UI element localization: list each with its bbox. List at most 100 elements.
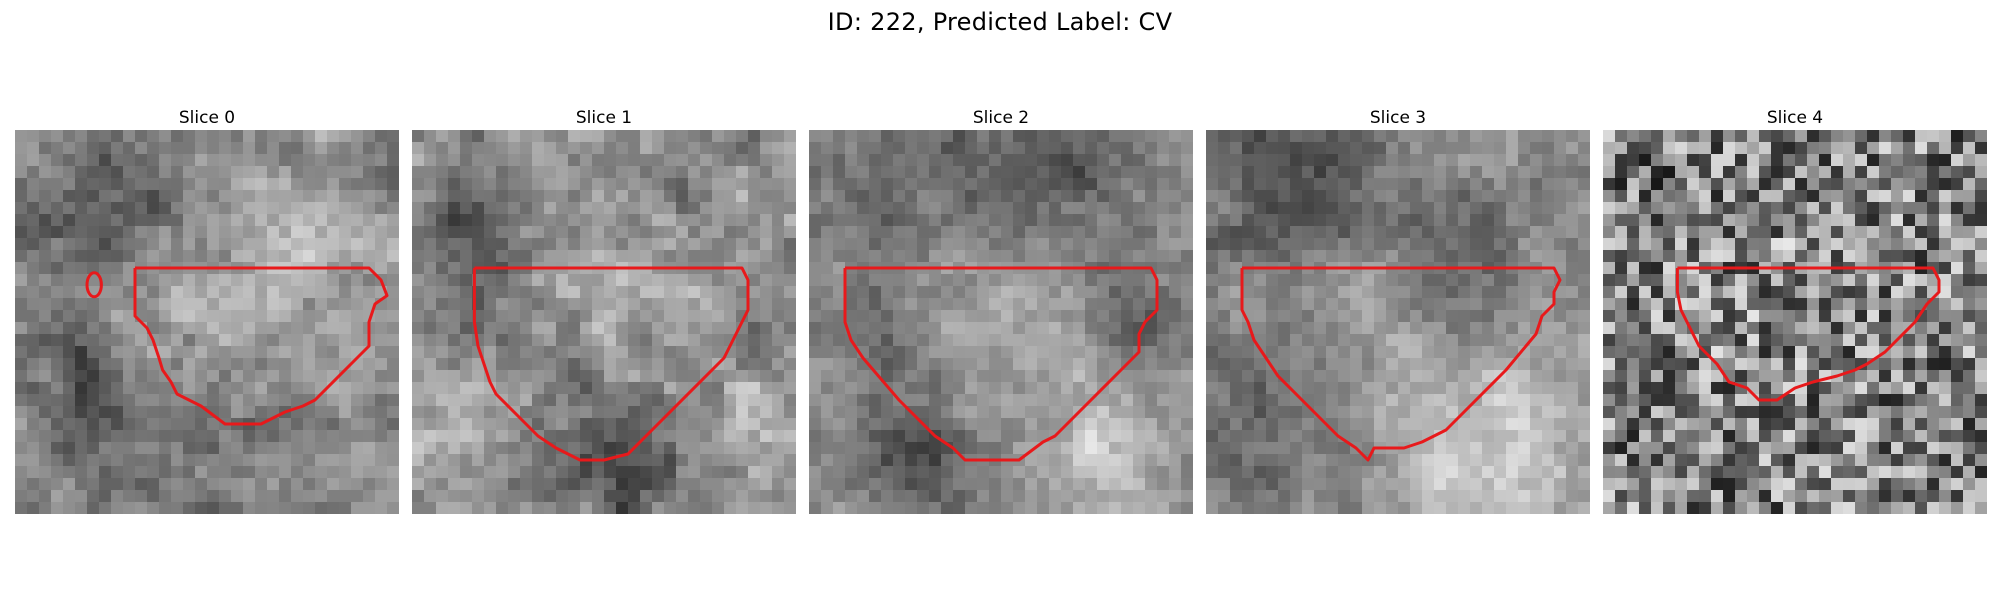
pixel-cell (111, 214, 124, 227)
pixel-cell (27, 430, 40, 443)
pixel-cell (1747, 238, 1760, 251)
pixel-cell (171, 250, 184, 263)
pixel-cell (1711, 298, 1724, 311)
pixel-cell (1013, 238, 1026, 251)
pixel-cell (1470, 490, 1483, 503)
pixel-cell (604, 322, 617, 335)
pixel-cell (123, 478, 136, 491)
pixel-cell (1242, 394, 1255, 407)
pixel-cell (580, 382, 593, 395)
pixel-cell (327, 322, 340, 335)
pixel-cell (1434, 214, 1447, 227)
pixel-cell (460, 430, 473, 443)
pixel-cell (1374, 310, 1387, 323)
pixel-cell (1218, 238, 1231, 251)
pixel-cell (1482, 298, 1495, 311)
pixel-cell (604, 346, 617, 359)
pixel-cell (1278, 346, 1291, 359)
pixel-cell (1001, 142, 1014, 155)
pixel-cell (857, 190, 870, 203)
pixel-cell (87, 226, 100, 239)
pixel-cell (207, 418, 220, 431)
pixel-cell (1157, 190, 1170, 203)
pixel-cell (748, 226, 761, 239)
pixel-cell (688, 286, 701, 299)
pixel-cell (1783, 310, 1796, 323)
pixel-cell (652, 166, 665, 179)
pixel-cell (279, 154, 292, 167)
pixel-cell (1458, 250, 1471, 263)
pixel-cell (1927, 166, 1940, 179)
pixel-cell (1410, 334, 1423, 347)
pixel-cell (628, 334, 641, 347)
pixel-cell (1951, 166, 1964, 179)
pixel-cell (1939, 142, 1952, 155)
pixel-cell (1855, 394, 1868, 407)
pixel-cell (1578, 382, 1590, 395)
pixel-cell (1615, 202, 1628, 215)
pixel-cell (1206, 274, 1219, 287)
pixel-cell (1446, 502, 1459, 514)
pixel-cell (1963, 442, 1976, 455)
pixel-cell (1206, 442, 1219, 455)
pixel-cell (1903, 382, 1916, 395)
pixel-cell (159, 274, 172, 287)
pixel-cell (351, 454, 364, 467)
pixel-cell (424, 370, 437, 383)
pixel-cell (772, 274, 785, 287)
pixel-cell (159, 154, 172, 167)
pixel-cell (700, 130, 713, 143)
pixel-cell (1518, 154, 1531, 167)
pixel-cell (448, 466, 461, 479)
pixel-cell (1771, 250, 1784, 263)
pixel-cell (640, 166, 653, 179)
pixel-cell (1783, 322, 1796, 335)
pixel-cell (1783, 418, 1796, 431)
pixel-cell (1855, 130, 1868, 143)
pixel-cell (821, 322, 834, 335)
pixel-cell (339, 142, 352, 155)
pixel-cell (448, 202, 461, 215)
pixel-cell (1085, 274, 1098, 287)
pixel-cell (1831, 358, 1844, 371)
pixel-cell (99, 166, 112, 179)
pixel-cell (1687, 442, 1700, 455)
pixel-cell (604, 250, 617, 263)
pixel-cell (1434, 322, 1447, 335)
pixel-cell (1230, 130, 1243, 143)
pixel-cell (1699, 358, 1712, 371)
pixel-cell (1422, 142, 1435, 155)
pixel-cell (1121, 202, 1134, 215)
pixel-cell (63, 370, 76, 383)
pixel-cell (1446, 250, 1459, 263)
pixel-cell (1446, 358, 1459, 371)
pixel-cell (1975, 238, 1987, 251)
pixel-cell (375, 418, 388, 431)
pixel-cell (279, 478, 292, 491)
pixel-cell (1266, 346, 1279, 359)
pixel-cell (1939, 406, 1952, 419)
pixel-cell (1831, 178, 1844, 191)
pixel-cell (1001, 214, 1014, 227)
pixel-cell (363, 238, 376, 251)
pixel-cell (1939, 190, 1952, 203)
pixel-cell (99, 430, 112, 443)
pixel-cell (1975, 166, 1987, 179)
pixel-cell (520, 382, 533, 395)
pixel-cell (905, 178, 918, 191)
pixel-cell (472, 454, 485, 467)
pixel-cell (496, 250, 509, 263)
pixel-cell (1566, 286, 1579, 299)
pixel-cell (1939, 334, 1952, 347)
pixel-cell (375, 130, 388, 143)
pixel-cell (1735, 310, 1748, 323)
pixel-cell (1410, 382, 1423, 395)
pixel-cell (1181, 226, 1193, 239)
pixel-cell (1530, 394, 1543, 407)
pixel-cell (508, 178, 521, 191)
pixel-cell (387, 418, 399, 431)
pixel-cell (1097, 418, 1110, 431)
pixel-cell (219, 406, 232, 419)
pixel-cell (1603, 130, 1616, 143)
pixel-cell (1266, 442, 1279, 455)
